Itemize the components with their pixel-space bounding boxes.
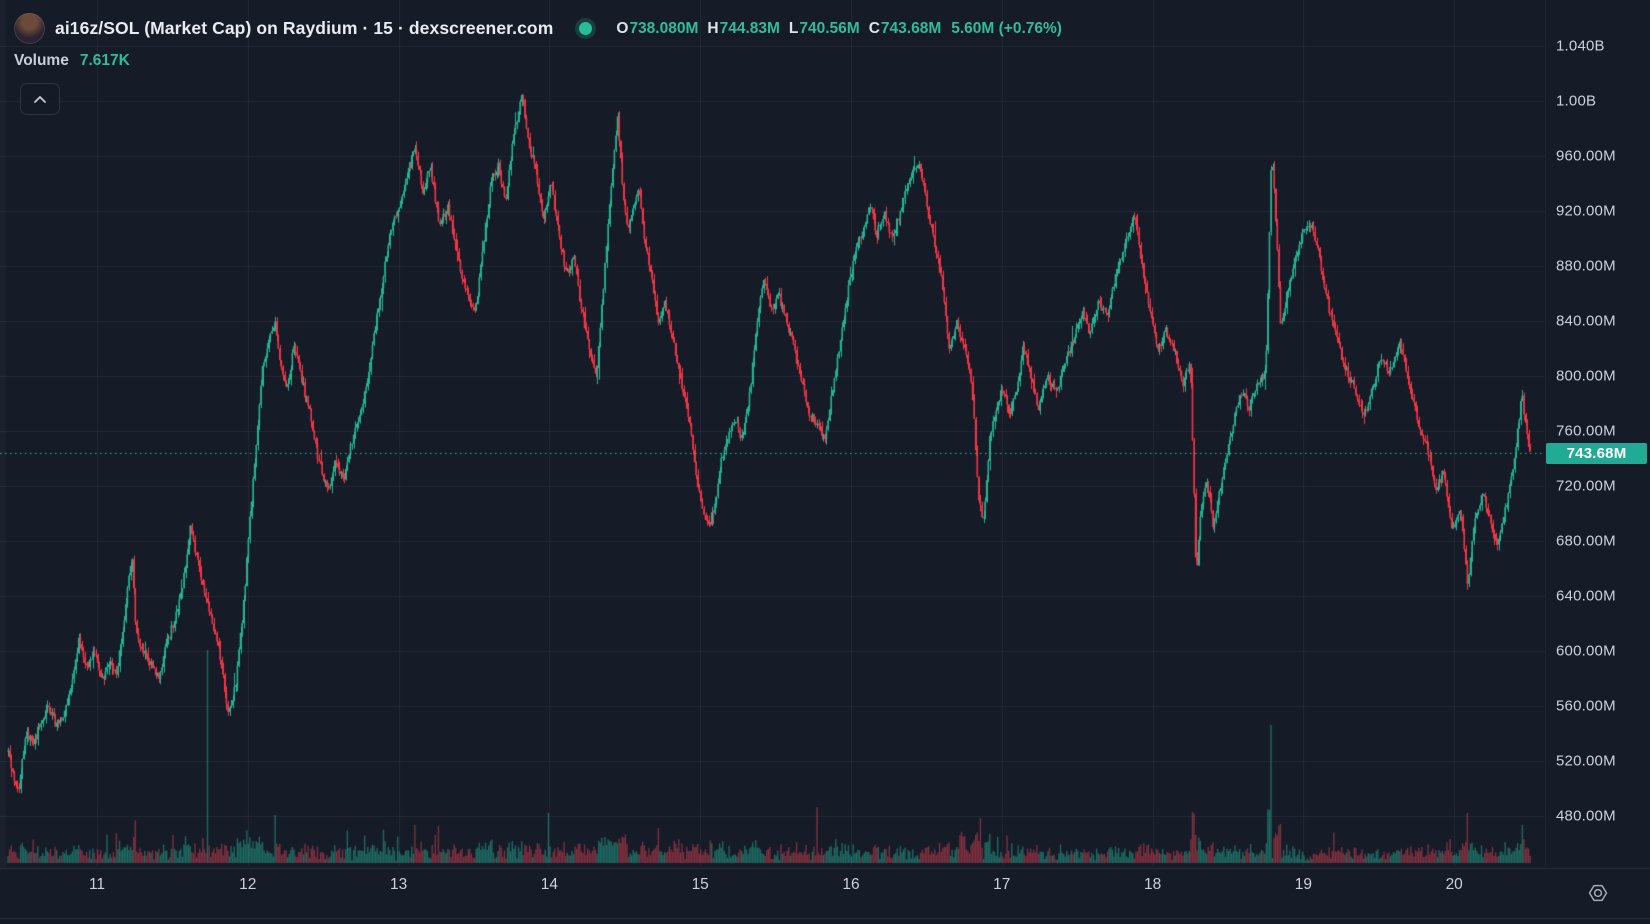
price-axis-label: 600.00M bbox=[1556, 642, 1616, 660]
symbol-title: ai16z/SOL (Market Cap) on Raydium · 15 ·… bbox=[55, 18, 554, 38]
time-axis-label: 19 bbox=[1294, 876, 1313, 893]
chevron-up-icon bbox=[34, 95, 46, 103]
low-value: 740.56M bbox=[799, 19, 860, 37]
price-axis-label: 1.040B bbox=[1556, 37, 1605, 55]
price-axis-label: 680.00M bbox=[1556, 532, 1616, 550]
time-axis-label: 14 bbox=[540, 876, 559, 893]
close-value: 743.68M bbox=[880, 19, 942, 37]
price-axis-label: 880.00M bbox=[1556, 257, 1616, 275]
price-axis-label: 840.00M bbox=[1556, 312, 1616, 330]
chart-header: ai16z/SOL (Market Cap) on Raydium · 15 ·… bbox=[14, 13, 1062, 44]
hexagon-gear-icon bbox=[1588, 884, 1607, 901]
time-axis-label: 16 bbox=[842, 876, 860, 893]
price-axis-label: 640.00M bbox=[1556, 587, 1616, 605]
time-scale-axis[interactable]: 11 12 13 14 15 16 17 18 19 20 bbox=[0, 868, 1545, 917]
close-label: C bbox=[868, 19, 880, 37]
time-axis-label: 13 bbox=[389, 876, 408, 893]
ohlc-readout: O 738.080M H 744.83M L 740.56M C 743.68M 5.6… bbox=[616, 20, 1062, 38]
price-axis-label: 760.00M bbox=[1556, 422, 1616, 440]
low-label: L bbox=[788, 19, 799, 37]
current-price-badge: 743.68M bbox=[1546, 442, 1647, 464]
volume-label: Volume bbox=[14, 52, 69, 69]
scale-settings-button[interactable] bbox=[1583, 878, 1613, 908]
collapse-legend-button[interactable] bbox=[20, 83, 60, 115]
price-axis-label: 520.00M bbox=[1556, 752, 1616, 770]
price-axis-label: 720.00M bbox=[1556, 477, 1616, 495]
price-axis-label: 1.00B bbox=[1556, 92, 1597, 110]
time-axis-label: 11 bbox=[88, 876, 106, 893]
time-axis-label: 15 bbox=[691, 876, 709, 893]
volume-value: 7.617K bbox=[79, 52, 130, 69]
price-axis-label: 960.00M bbox=[1556, 147, 1616, 165]
time-axis-label: 18 bbox=[1143, 876, 1162, 893]
open-value: 738.080M bbox=[629, 19, 699, 37]
token-avatar bbox=[14, 13, 45, 44]
price-axis-label: 920.00M bbox=[1556, 202, 1616, 220]
time-axis-label: 17 bbox=[993, 876, 1011, 893]
axis-corner bbox=[1545, 868, 1650, 917]
price-axis-label: 560.00M bbox=[1556, 697, 1616, 715]
change-value: 5.60M (+0.76%) bbox=[951, 19, 1062, 37]
time-axis-label: 12 bbox=[239, 876, 257, 893]
live-status-icon bbox=[579, 22, 593, 35]
high-value: 744.83M bbox=[719, 19, 780, 37]
volume-legend: Volume 7.617K bbox=[14, 52, 130, 70]
price-axis-label: 800.00M bbox=[1556, 367, 1616, 385]
price-axis-label: 480.00M bbox=[1556, 807, 1616, 825]
open-label: O bbox=[616, 19, 629, 37]
high-label: H bbox=[707, 19, 719, 37]
time-axis-label: 20 bbox=[1445, 876, 1463, 893]
price-scale-axis[interactable]: 1.040B 1.00B 960.00M 920.00M 880.00M 840.00M 8… bbox=[1545, 0, 1650, 867]
